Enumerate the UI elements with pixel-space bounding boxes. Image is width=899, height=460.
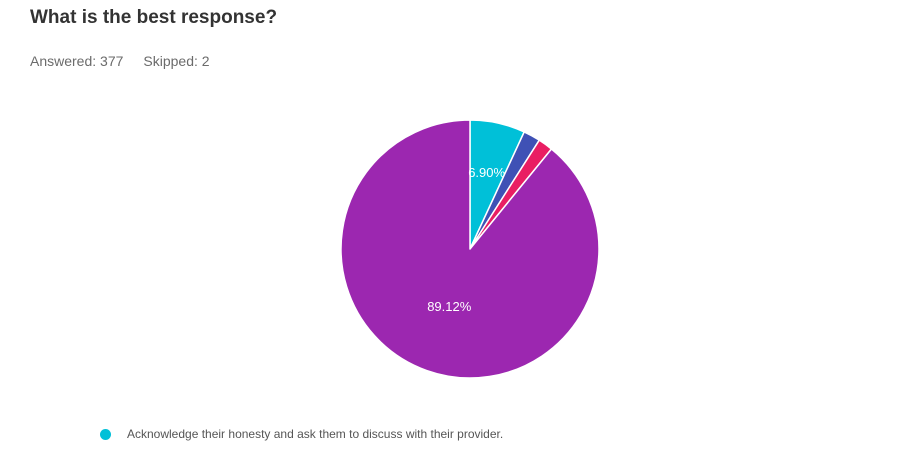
chart-title: What is the best response? xyxy=(30,7,278,28)
pie-slices xyxy=(340,119,600,379)
legend-label: Acknowledge their honesty and ask them t… xyxy=(127,427,504,441)
pie-labels: 6.90% 89.12% xyxy=(427,165,505,314)
response-stats: Answered: 377 Skipped: 2 xyxy=(30,53,210,69)
legend: Acknowledge their honesty and ask them t… xyxy=(100,427,503,441)
legend-swatch xyxy=(100,428,111,440)
pie-data-label-0: 6.90% xyxy=(468,165,505,180)
pie-data-label-3: 89.12% xyxy=(427,299,472,314)
skipped-count: Skipped: 2 xyxy=(143,53,210,69)
pie-slice-3[interactable] xyxy=(340,119,600,379)
pie-chart: 6.90% 89.12% xyxy=(340,119,600,379)
answered-count: Answered: 377 xyxy=(30,53,124,69)
